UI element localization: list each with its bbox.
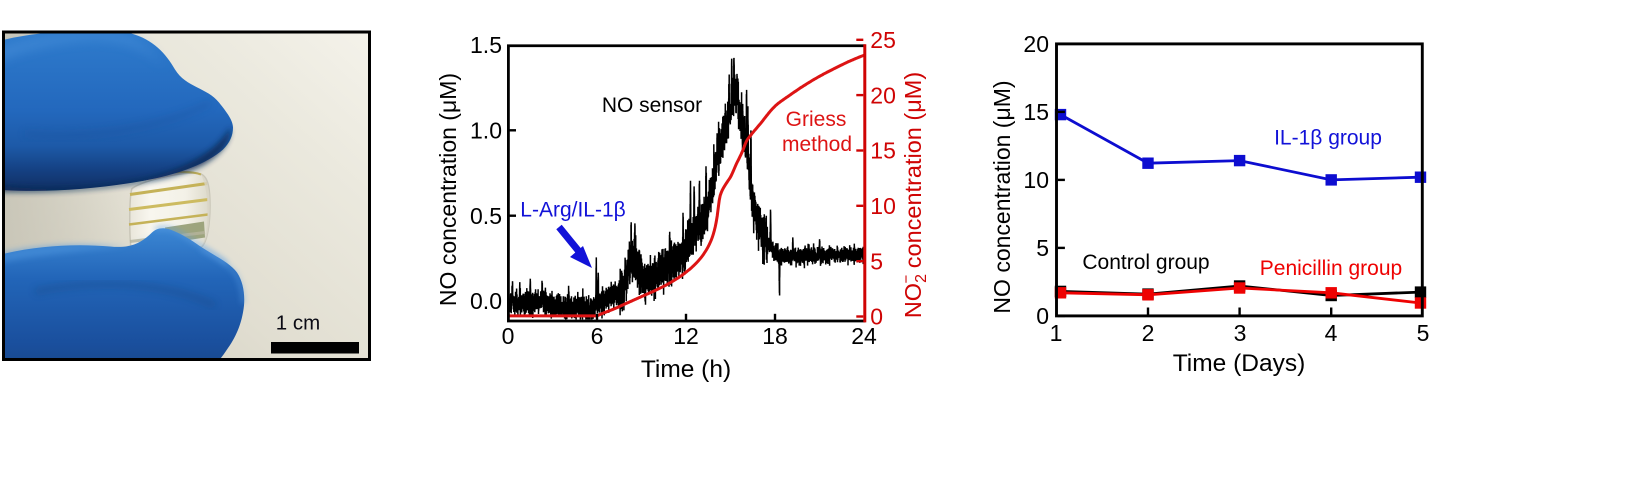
- svg-text:20: 20: [1023, 31, 1049, 57]
- svg-text:1.5: 1.5: [470, 32, 502, 58]
- svg-text:5: 5: [1036, 235, 1049, 261]
- svg-text:NO2− concentration (μM): NO2− concentration (μM): [898, 72, 930, 318]
- svg-text:0: 0: [502, 323, 515, 349]
- svg-text:2: 2: [1142, 320, 1155, 346]
- svg-text:NO concentration (μM): NO concentration (μM): [435, 73, 461, 306]
- svg-text:1: 1: [1050, 320, 1063, 346]
- svg-text:1.0: 1.0: [470, 118, 502, 144]
- svg-text:24: 24: [851, 323, 877, 349]
- svg-text:10: 10: [870, 193, 896, 219]
- svg-text:0: 0: [1036, 303, 1049, 329]
- svg-text:18: 18: [762, 323, 788, 349]
- svg-text:5: 5: [870, 248, 883, 274]
- svg-text:12: 12: [673, 323, 699, 349]
- svg-text:0.5: 0.5: [470, 203, 502, 229]
- svg-text:NO concentration (μM): NO concentration (μM): [989, 80, 1015, 313]
- svg-text:15: 15: [870, 138, 896, 164]
- svg-text:3: 3: [1234, 320, 1247, 346]
- svg-text:Penicillin group: Penicillin group: [1260, 257, 1402, 280]
- svg-text:20: 20: [870, 82, 896, 108]
- svg-text:4: 4: [1325, 320, 1338, 346]
- svg-text:1 cm: 1 cm: [276, 312, 320, 335]
- svg-text:5: 5: [1417, 320, 1430, 346]
- svg-text:6: 6: [591, 323, 604, 349]
- svg-text:method: method: [782, 133, 852, 156]
- svg-text:10: 10: [1023, 167, 1049, 193]
- svg-text:15: 15: [1023, 99, 1049, 125]
- svg-text:NO sensor: NO sensor: [602, 94, 702, 117]
- svg-text:0: 0: [870, 304, 883, 330]
- svg-text:0.0: 0.0: [470, 288, 502, 314]
- svg-text:L-Arg/IL-1β: L-Arg/IL-1β: [520, 199, 625, 222]
- svg-text:IL-1β group: IL-1β group: [1274, 127, 1382, 150]
- svg-text:Time (Days): Time (Days): [1173, 350, 1305, 377]
- svg-text:Time (h): Time (h): [641, 356, 731, 383]
- svg-text:Control group: Control group: [1082, 251, 1209, 274]
- svg-text:25: 25: [870, 27, 896, 53]
- svg-text:Griess: Griess: [786, 108, 847, 131]
